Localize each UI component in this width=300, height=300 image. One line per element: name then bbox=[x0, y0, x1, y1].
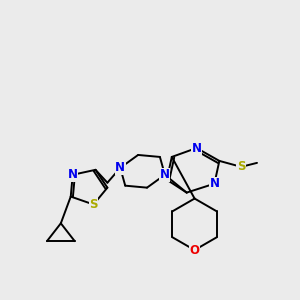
Text: N: N bbox=[68, 168, 78, 181]
Text: S: S bbox=[89, 198, 98, 211]
Text: N: N bbox=[115, 161, 125, 174]
Text: N: N bbox=[192, 142, 202, 154]
Text: S: S bbox=[237, 160, 245, 173]
Text: N: N bbox=[209, 177, 219, 190]
Text: O: O bbox=[190, 244, 200, 256]
Text: N: N bbox=[160, 168, 170, 181]
